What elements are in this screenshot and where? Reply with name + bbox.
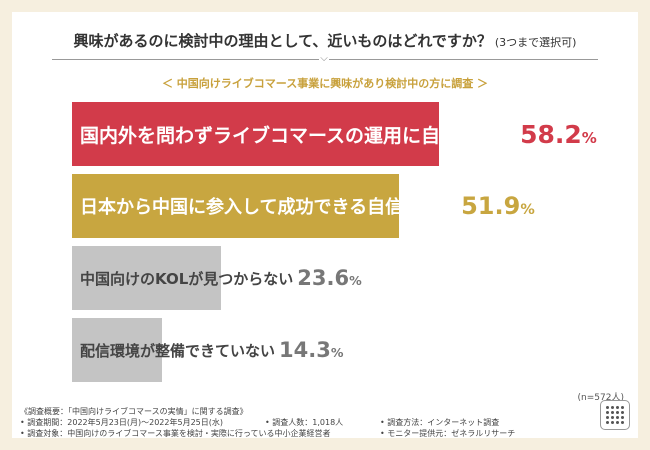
bar-row: 配信環境が整備できていない 14.3%	[72, 318, 632, 382]
bar	[72, 318, 163, 382]
bar-row: 日本から中国に参入して成功できる自信がない 51.9%	[72, 174, 632, 238]
bar-label-group: 国内外を問わずライブコマースの運用に自信がない 58.2%	[80, 102, 597, 166]
footer-count: • 調査人数：1,018人	[265, 418, 344, 427]
footer-monitor: • モニター提供元：ゼネラルリサーチ	[380, 429, 516, 438]
bar	[72, 246, 221, 310]
bar-label-group: 中国向けのKOLが見つからない 23.6%	[80, 246, 362, 310]
footer-method: • 調査方法：インターネット調査	[380, 418, 500, 427]
chevron-down-icon: ⌵	[319, 53, 329, 64]
category-label: 中国向けのKOLが見つからない	[80, 269, 294, 288]
footer-target: • 調査対象：中国向けのライブコマース事業を検討・実際に行っている中小企業経営者	[20, 429, 331, 438]
bar-label-group: 日本から中国に参入して成功できる自信がない 51.9%	[80, 174, 535, 238]
category-label: 配信環境が整備できていない	[80, 341, 276, 360]
footer-period: • 調査期間：2022年5月23日(月)～2022年5月25日(水)	[20, 418, 224, 427]
title-text: 興味があるのに検討中の理由として、近いものはどれですか？	[73, 32, 492, 50]
data-label: 51.9%	[461, 192, 535, 220]
data-label: 23.6%	[297, 266, 362, 290]
category-label: 日本から中国に参入して成功できる自信がない	[80, 197, 458, 218]
bar	[72, 102, 439, 166]
sample-size-label: (n=572人)	[577, 393, 624, 403]
bar-label-group: 配信環境が整備できていない 14.3%	[80, 318, 343, 382]
bar	[72, 174, 399, 238]
bar-row: 中国向けのKOLが見つからない 23.6%	[72, 246, 632, 310]
data-label: 14.3%	[279, 338, 344, 362]
brand-logo-icon	[600, 400, 630, 430]
chart-subtitle: ＜ 中国向けライブコマース事業に興味があり検討中の方に調査 ＞	[161, 77, 489, 90]
category-label: 国内外を問わずライブコマースの運用に自信がない	[80, 124, 517, 147]
bar-row: 国内外を問わずライブコマースの運用に自信がない 58.2%	[72, 102, 632, 166]
survey-card: 興味があるのに検討中の理由として、近いものはどれですか？ (3つまで選択可) ⌵ …	[12, 12, 638, 438]
footer-heading: 《調査概要：「中国向けライブコマースの実情」に関する調査》	[20, 407, 248, 416]
data-label: 58.2%	[520, 119, 597, 149]
title-note: (3つまで選択可)	[494, 36, 577, 49]
chart-title: 興味があるのに検討中の理由として、近いものはどれですか？ (3つまで選択可)	[12, 30, 638, 51]
